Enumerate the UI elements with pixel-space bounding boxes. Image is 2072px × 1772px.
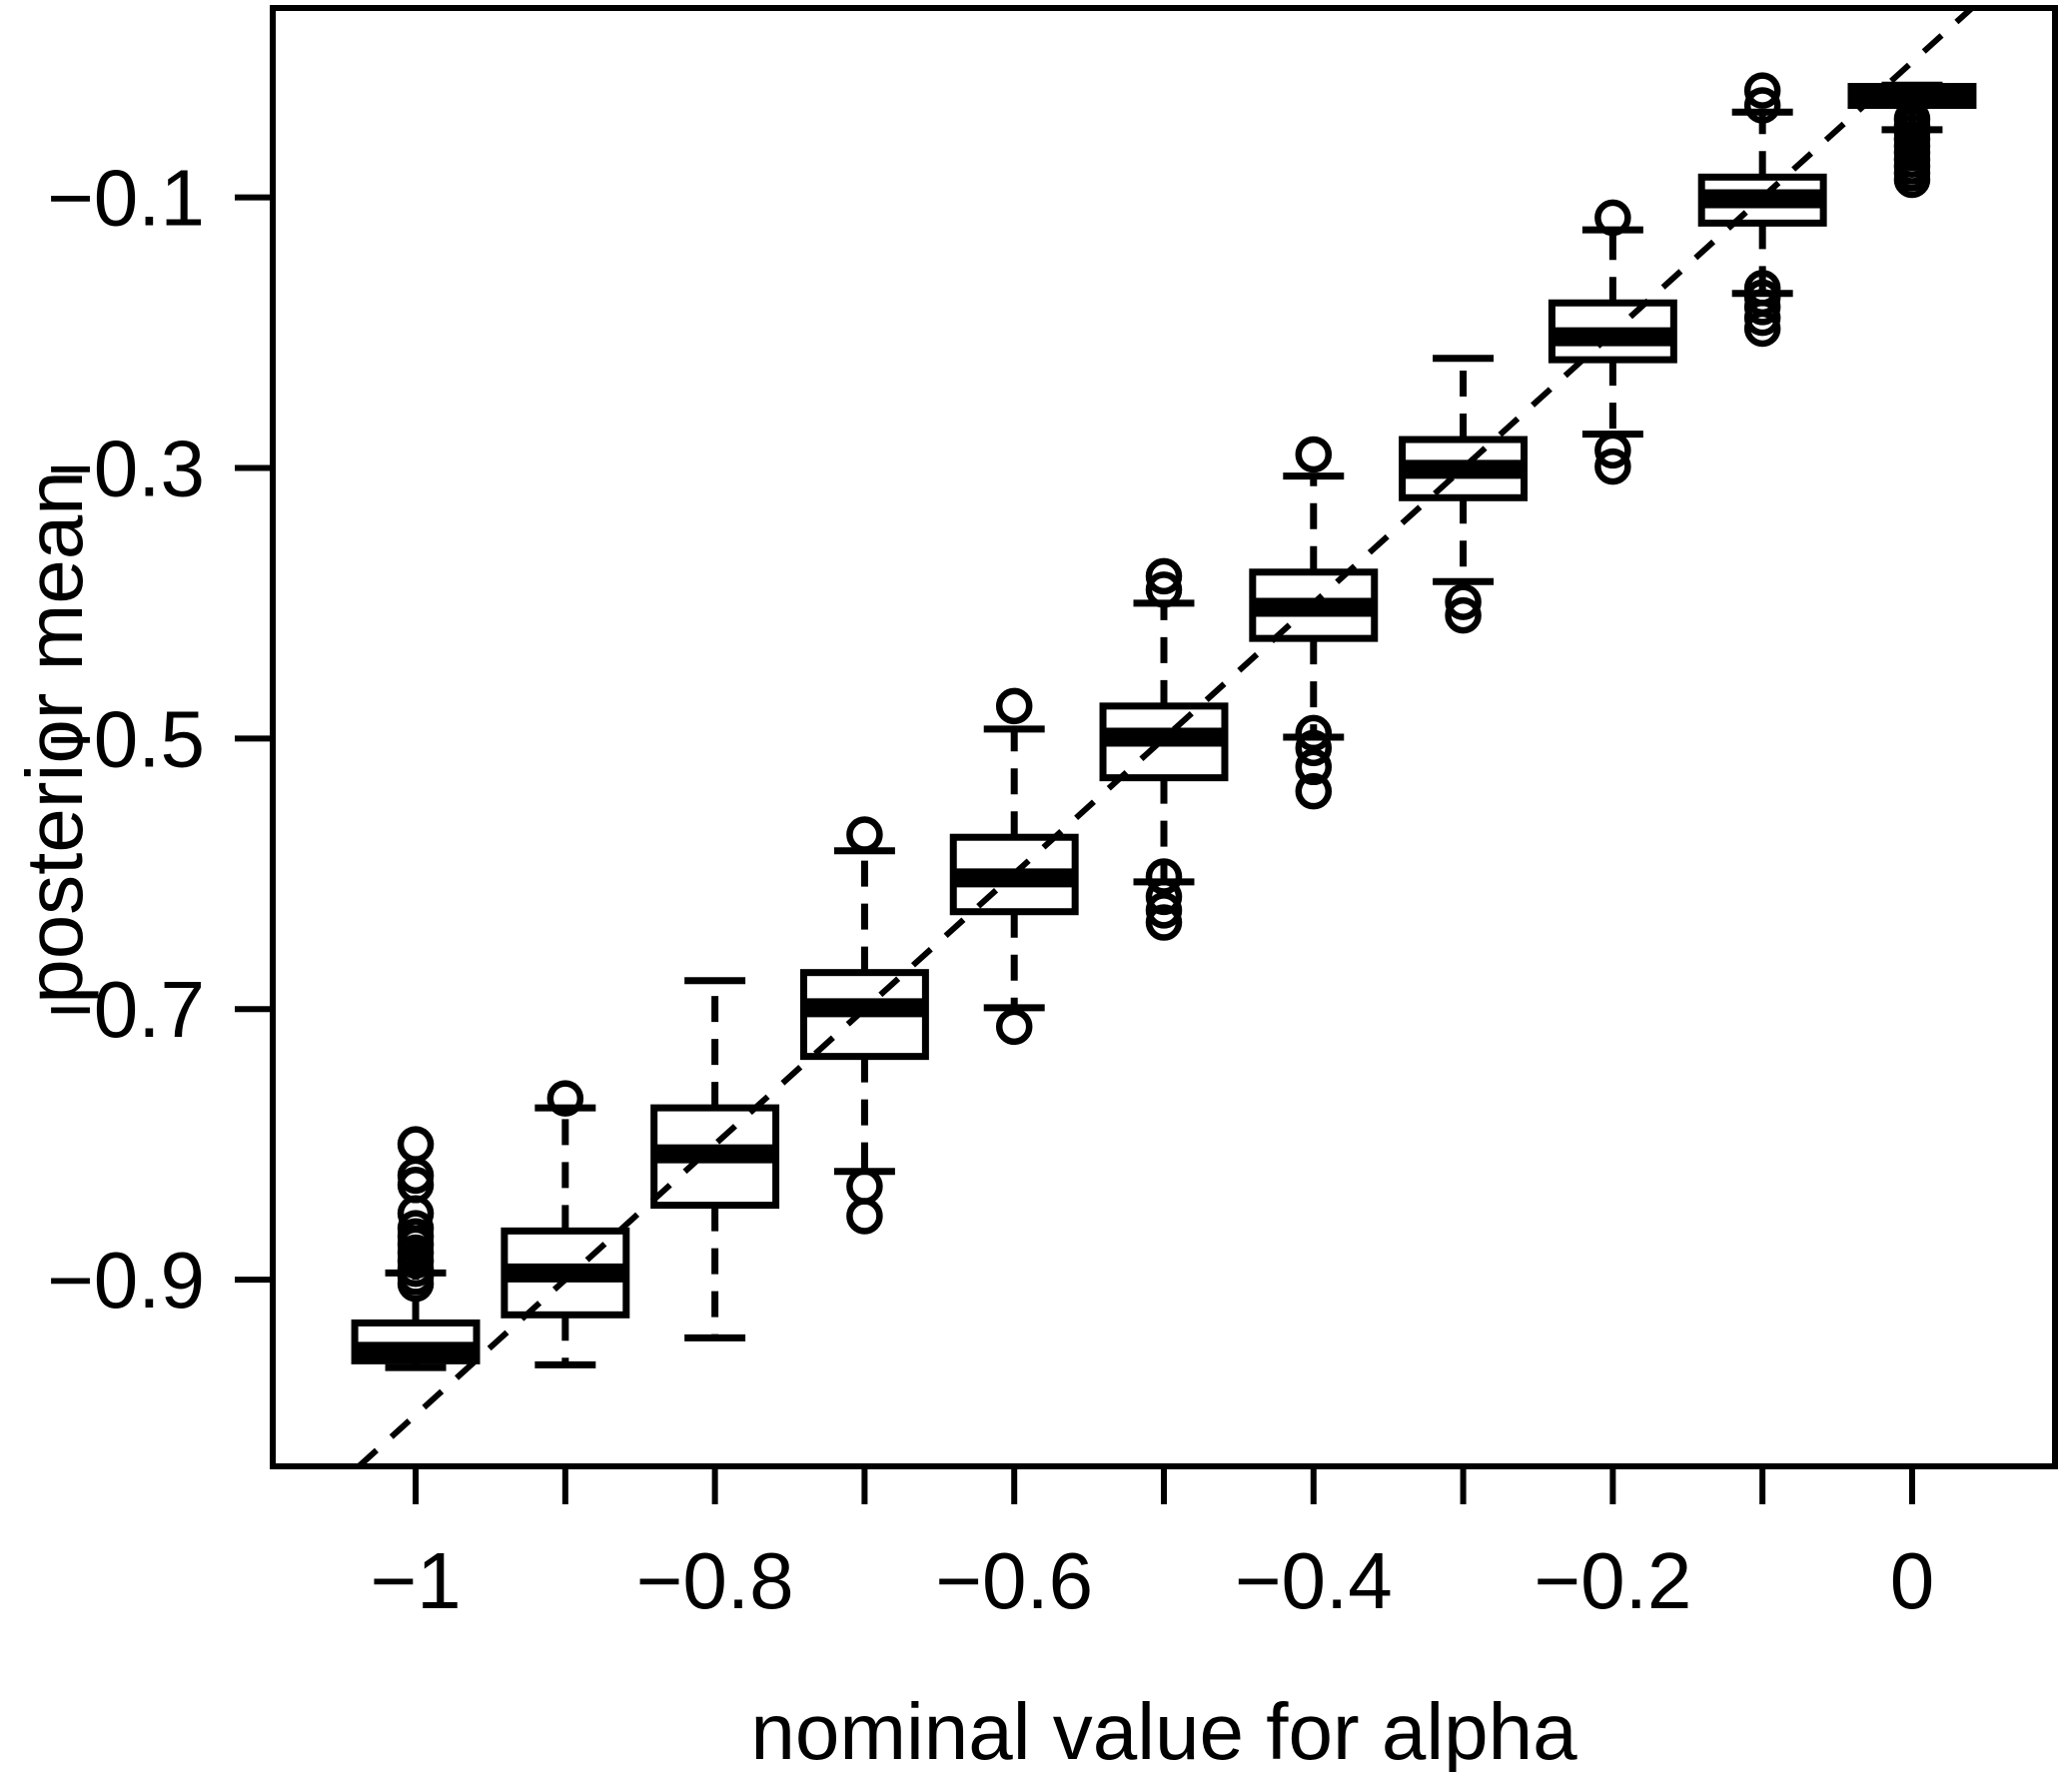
x-axis-title: nominal value for alpha (750, 1687, 1577, 1772)
outlier-point (1145, 904, 1183, 941)
outlier-point (1295, 772, 1333, 810)
outlier-point (846, 1198, 883, 1235)
plot-frame (270, 5, 2058, 1469)
outlier-point (995, 687, 1033, 725)
outlier-point (1295, 729, 1333, 767)
outlier-point (1295, 714, 1333, 752)
x-tick-label: −0.2 (1534, 1536, 1691, 1625)
outlier-point (1743, 299, 1781, 337)
y-tick-label: −0.5 (47, 694, 205, 783)
x-tick-label: 0 (1890, 1536, 1935, 1625)
x-tick-label: −1 (370, 1536, 461, 1625)
outlier-point (1445, 583, 1482, 620)
outlier-point (1145, 878, 1183, 916)
y-axis-title: posterior mean (10, 470, 99, 1004)
x-tick-label: −0.8 (636, 1536, 794, 1625)
outlier-point (1743, 72, 1781, 109)
outlier-point (1145, 858, 1183, 895)
outlier-point (1893, 161, 1931, 199)
x-tick-label: −0.6 (935, 1536, 1093, 1625)
outlier-point (1145, 571, 1183, 608)
outlier-point (1145, 892, 1183, 929)
y-tick-label: −0.9 (47, 1236, 205, 1325)
outlier-point (846, 1168, 883, 1205)
outlier-point (1594, 447, 1631, 485)
outlier-point (1145, 557, 1183, 595)
outlier-point (1295, 748, 1333, 786)
outlier-point (1743, 87, 1781, 124)
y-tick-label: −0.1 (47, 154, 205, 243)
outlier-point (1295, 436, 1333, 473)
x-tick-label: −0.4 (1235, 1536, 1393, 1625)
outlier-point (1594, 199, 1631, 237)
identity-line (357, 5, 1974, 1469)
outlier-point (546, 1080, 584, 1117)
y-tick-label: −0.7 (47, 965, 205, 1054)
outlier-point (1594, 432, 1631, 469)
outlier-point (995, 1008, 1033, 1046)
outlier-point (397, 1265, 435, 1303)
outlier-point (1445, 596, 1482, 634)
y-tick-label: −0.3 (47, 424, 205, 512)
outlier-point (397, 1126, 435, 1163)
outlier-point (846, 816, 883, 853)
outlier-point (1743, 289, 1781, 326)
outlier-point (1743, 310, 1781, 348)
